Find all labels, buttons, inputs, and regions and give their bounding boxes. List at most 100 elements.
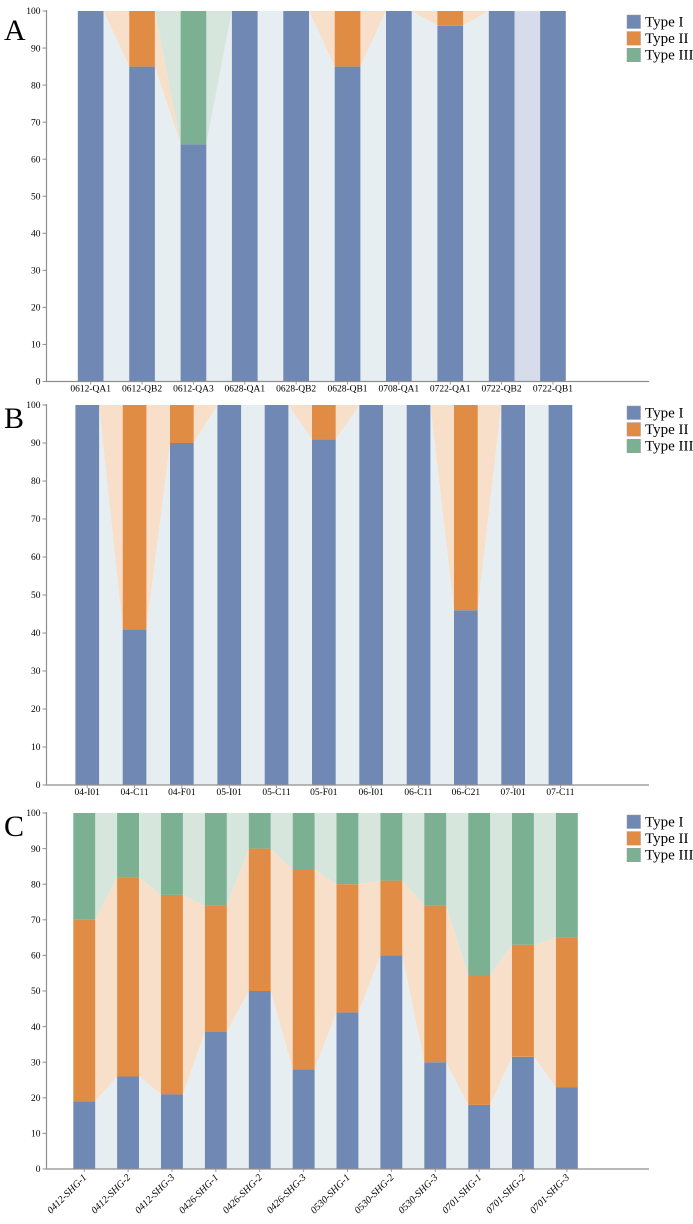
bar-segment <box>129 11 155 67</box>
bar-segment <box>512 813 534 945</box>
y-tick-label: 80 <box>31 880 41 890</box>
legend-swatch-type-i <box>626 14 641 29</box>
x-tick-label: 06-C11 <box>404 788 432 798</box>
bar-segment <box>292 1069 315 1169</box>
x-tick-label: 0412-SHG-1 <box>45 1172 89 1216</box>
bar-segment <box>292 813 315 870</box>
flow-type-i <box>490 1056 512 1169</box>
flow-type-i <box>288 405 312 785</box>
flow-type-i <box>99 405 123 785</box>
flow-type-i <box>525 405 549 785</box>
bar-segment <box>380 955 403 1169</box>
x-tick-label: 0701-SHG-1 <box>440 1172 484 1216</box>
flow-type-i <box>103 11 130 382</box>
y-tick-label: 70 <box>31 916 41 926</box>
flow-type-i <box>514 11 541 382</box>
bar-segment <box>170 443 194 785</box>
x-tick-label: 0708-QA1 <box>379 385 420 395</box>
flow-type-i <box>139 1076 161 1169</box>
bar-segment <box>75 405 100 785</box>
bar-segment <box>336 1012 359 1169</box>
flow-type-iii <box>534 813 556 945</box>
y-tick-label: 10 <box>31 1130 41 1140</box>
flow-type-ii <box>146 405 170 630</box>
y-tick-label: 30 <box>31 667 41 677</box>
flow-type-ii <box>402 880 425 1063</box>
flow-type-ii <box>309 11 335 67</box>
flow-type-i <box>95 1076 118 1169</box>
x-tick-label: 0530-SHG-3 <box>397 1172 441 1216</box>
flow-type-ii <box>335 405 360 440</box>
x-tick-label: 0722-QB1 <box>533 385 573 395</box>
bar-segment <box>283 11 309 382</box>
y-tick-label: 60 <box>31 553 41 563</box>
chart-a: 0 10 20 30 40 50 60 70 80 90 100 0612-QA1 0612-QB2 06… <box>4 7 693 395</box>
bar-segment <box>204 1031 227 1169</box>
bar-segment <box>170 405 194 443</box>
flow-type-ii <box>534 937 556 1088</box>
bar-segment <box>334 66 361 382</box>
flow-type-iii <box>270 813 293 870</box>
flow-type-i <box>309 11 335 382</box>
bar-segment <box>548 405 573 785</box>
y-tick-label: 80 <box>31 477 41 487</box>
x-tick-label: 0628-QA1 <box>224 385 265 395</box>
x-tick-label: 0628-QB1 <box>327 385 367 395</box>
flow-type-ii <box>446 905 469 1105</box>
flow-type-iii <box>154 11 181 145</box>
bar-segment <box>73 813 96 920</box>
flow-type-iii <box>402 813 425 906</box>
y-tick-label: 50 <box>31 192 41 202</box>
bar-segment <box>380 880 403 956</box>
y-tick-label: 20 <box>31 304 41 314</box>
flow-type-ii <box>99 405 123 630</box>
flow-type-i <box>534 1056 556 1169</box>
legend-label: Type II <box>645 31 689 47</box>
x-tick-label: 0530-SHG-1 <box>309 1172 353 1216</box>
x-tick-label: 06-I01 <box>358 788 384 798</box>
bar-segment <box>437 11 464 26</box>
flow-type-ii <box>411 11 438 26</box>
y-tick-label: 20 <box>31 1094 41 1104</box>
x-tick-label: 05-F01 <box>310 788 338 798</box>
y-tick-label: 0 <box>36 378 41 388</box>
x-tick-label: 05-I01 <box>217 788 243 798</box>
y-tick-label: 10 <box>31 341 41 351</box>
bar-segment <box>117 1076 139 1169</box>
bar-segment <box>180 144 207 382</box>
panel-a: 0 10 20 30 40 50 60 70 80 90 100 0612-QA1 0612-QB2 06… <box>0 0 693 396</box>
flow-type-iii <box>490 813 512 975</box>
legend-label: Type II <box>645 831 689 847</box>
flow-type-i <box>383 405 407 785</box>
x-tick-label: 0612-QA1 <box>70 385 111 395</box>
bar-segment <box>334 11 361 67</box>
panel-c: 0 10 20 30 40 50 60 70 80 90 100 0412-SHG-1 0412-SHG… <box>0 806 693 1224</box>
flow-type-iii <box>95 813 118 920</box>
bar-segment <box>129 66 155 382</box>
flow-type-i <box>335 405 360 785</box>
flow-type-iii <box>226 813 249 906</box>
legend-swatch-type-ii <box>626 422 641 437</box>
flow-type-i <box>477 405 502 785</box>
chart-b: 0 10 20 30 40 50 60 70 80 90 100 04-I01 04-C11 04-F01… <box>4 401 693 798</box>
x-tick-label: 05-C11 <box>262 788 290 798</box>
panel-letter: A <box>4 14 26 47</box>
bar-segment <box>555 1087 578 1169</box>
bar-segment <box>424 905 447 1063</box>
y-tick-label: 100 <box>26 809 41 819</box>
bar-segment <box>122 405 147 630</box>
flow-type-ii <box>183 894 205 1095</box>
y-tick-label: 40 <box>31 1023 41 1033</box>
flow-type-i <box>358 955 381 1169</box>
flow-type-i <box>193 405 218 785</box>
bar-segment <box>264 405 289 785</box>
bar-segment <box>540 11 566 382</box>
bar-segment <box>454 610 478 785</box>
x-tick-label: 0426-SHG-2 <box>221 1172 265 1216</box>
flow-type-i <box>183 1031 205 1169</box>
flow-type-iii <box>358 813 381 885</box>
x-tick-label: 0426-SHG-1 <box>177 1172 221 1216</box>
flow-type-ii <box>358 880 381 1013</box>
y-tick-label: 90 <box>31 439 41 449</box>
